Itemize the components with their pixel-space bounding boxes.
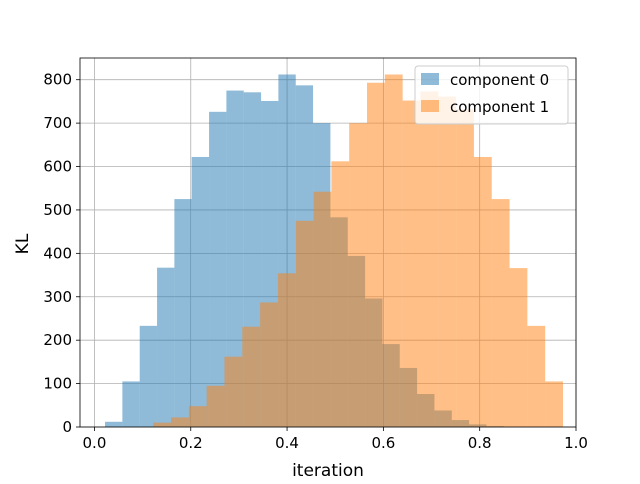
histogram-bar-component-1 — [277, 273, 296, 427]
y-tick-label: 200 — [43, 331, 72, 349]
histogram-bar-component-0 — [174, 199, 192, 427]
legend-swatch-component-1 — [421, 100, 439, 112]
histogram-bar-component-1 — [224, 356, 243, 427]
histogram-bar-component-1 — [420, 91, 439, 427]
x-axis-label: iteration — [292, 461, 364, 480]
histogram-bar-component-1 — [313, 191, 332, 427]
legend-swatch-component-0 — [421, 73, 439, 85]
y-tick-label: 800 — [43, 71, 72, 89]
histogram-bar-component-1 — [206, 385, 225, 427]
histogram-bar-component-1 — [153, 422, 172, 427]
histogram-bar-component-0 — [105, 421, 123, 427]
histogram-bar-component-1 — [438, 96, 457, 427]
x-tick-label: 0.8 — [468, 434, 492, 452]
x-tick-label: 1.0 — [564, 434, 588, 452]
legend-label-component-0: component 0 — [450, 71, 549, 89]
y-tick-label: 700 — [43, 114, 72, 132]
histogram-bar-component-1 — [349, 123, 368, 427]
histogram-bar-component-0 — [191, 156, 210, 427]
histogram-bar-component-1 — [242, 326, 261, 427]
histogram-bar-component-1 — [473, 156, 492, 427]
x-tick-label: 0.4 — [275, 434, 299, 452]
y-tick-label: 0 — [62, 418, 72, 436]
y-tick-label: 400 — [43, 244, 72, 262]
y-tick-label: 500 — [43, 201, 72, 219]
plot-frame — [79, 57, 577, 428]
legend: component 0 component 1 — [414, 65, 569, 125]
histogram-bar-component-1 — [384, 74, 403, 428]
histogram-bar-component-0 — [157, 267, 175, 427]
histogram-bar-component-1 — [171, 417, 189, 427]
y-axis-label: KL — [13, 233, 33, 254]
histogram-bar-component-0 — [209, 111, 227, 427]
histogram-bar-component-1 — [295, 220, 314, 427]
histogram-bar-component-0 — [226, 90, 244, 427]
histogram-bar-component-1 — [456, 109, 474, 427]
histogram-bar-component-1 — [188, 406, 207, 427]
histogram-bar-component-1 — [509, 268, 528, 427]
histogram-bar-component-1 — [402, 100, 421, 428]
histogram-bar-component-1 — [545, 381, 563, 427]
histogram-bar-component-1 — [331, 161, 350, 427]
x-tick-label: 0.0 — [83, 434, 107, 452]
y-tick-label: 100 — [43, 375, 72, 393]
histogram-bar-component-0 — [122, 381, 140, 427]
histogram-bar-component-1 — [260, 302, 278, 427]
x-tick-label: 0.6 — [371, 434, 395, 452]
histogram-bar-component-1 — [527, 325, 546, 427]
histogram-bar-component-1 — [367, 82, 385, 428]
y-tick-label: 300 — [43, 288, 72, 306]
histogram-bar-component-1 — [491, 199, 510, 427]
x-tick-label: 0.2 — [179, 434, 203, 452]
legend-label-component-1: component 1 — [450, 98, 549, 116]
y-tick-label: 600 — [43, 158, 72, 176]
histogram-bar-component-0 — [139, 325, 158, 427]
